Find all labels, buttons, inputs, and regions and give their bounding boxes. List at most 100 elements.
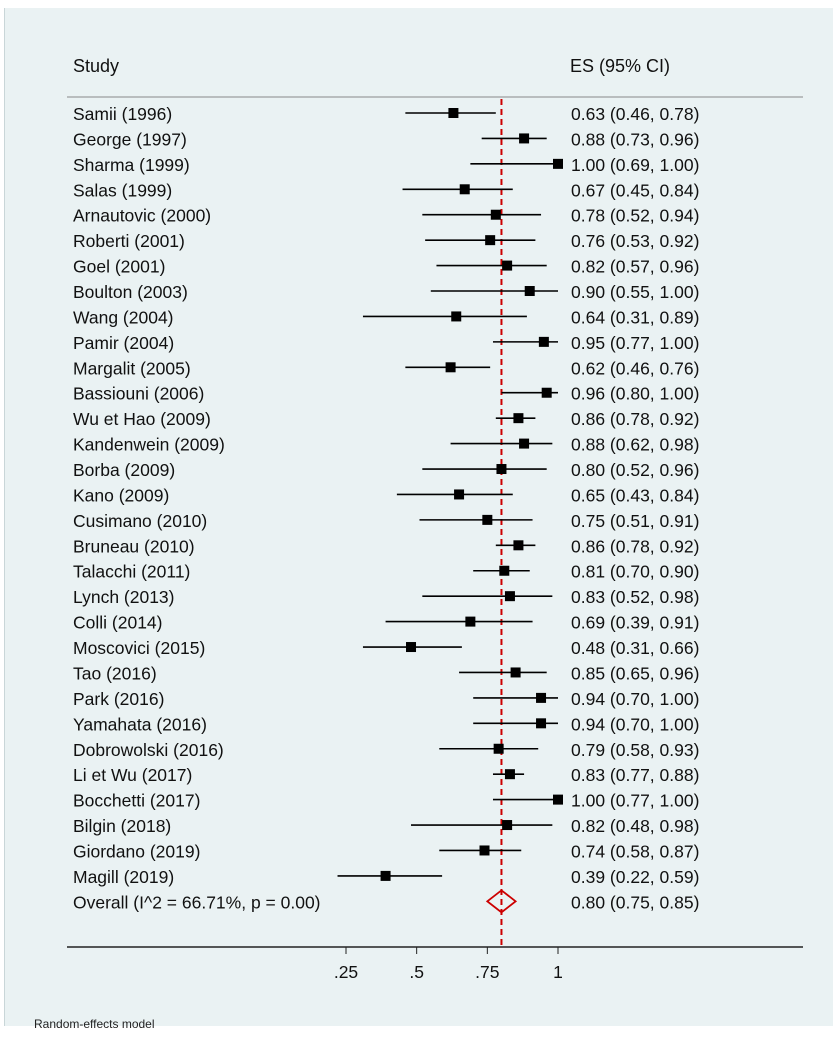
es-value: 0.39 (0.22, 0.59) xyxy=(571,867,699,887)
study-label: Goel (2001) xyxy=(73,257,165,277)
overall-diamond xyxy=(485,889,518,914)
es-value: 0.96 (0.80, 1.00) xyxy=(571,384,699,404)
study-label: Sharma (1999) xyxy=(73,155,190,175)
effect-marker xyxy=(504,591,515,602)
es-value: 1.00 (0.77, 1.00) xyxy=(571,791,699,811)
effect-marker xyxy=(510,667,521,678)
effect-marker xyxy=(448,108,459,118)
effect-marker xyxy=(445,362,456,373)
x-tick-label: .5 xyxy=(409,962,424,982)
study-label: Wu et Hao (2009) xyxy=(73,409,211,429)
es-value: 0.65 (0.43, 0.84) xyxy=(571,485,699,505)
es-value: 0.82 (0.57, 0.96) xyxy=(571,257,699,277)
es-value: 0.94 (0.70, 1.00) xyxy=(571,689,699,709)
es-value: 0.64 (0.31, 0.89) xyxy=(571,307,699,327)
model-footnote: Random-effects model xyxy=(34,1017,155,1031)
effect-marker xyxy=(496,464,507,475)
effect-marker xyxy=(380,870,391,881)
es-value: 0.74 (0.58, 0.87) xyxy=(571,841,699,861)
study-label: Magill (2019) xyxy=(73,867,174,887)
study-label: Yamahata (2016) xyxy=(73,714,207,734)
study-label: Colli (2014) xyxy=(73,613,162,633)
es-value: 0.85 (0.65, 0.96) xyxy=(571,663,699,683)
chart-frame: Study ES (95% CI) Samii (1996) 0.63 (0.46, … xyxy=(4,8,833,1026)
overall-es-value: 0.80 (0.75, 0.85) xyxy=(571,892,699,912)
study-label: Bruneau (2010) xyxy=(73,536,195,556)
effect-marker xyxy=(451,311,462,322)
es-value: 0.81 (0.70, 0.90) xyxy=(571,562,699,582)
es-value: 0.95 (0.77, 1.00) xyxy=(571,333,699,353)
effect-marker xyxy=(513,413,524,424)
es-value: 0.69 (0.39, 0.91) xyxy=(571,613,699,633)
es-value: 0.90 (0.55, 1.00) xyxy=(571,282,699,302)
effect-marker xyxy=(493,743,504,754)
effect-marker xyxy=(502,260,513,271)
study-label: Bocchetti (2017) xyxy=(73,791,200,811)
effect-marker xyxy=(553,794,563,805)
x-tick-label: .25 xyxy=(334,962,358,982)
study-label: Roberti (2001) xyxy=(73,231,185,251)
study-label: Margalit (2005) xyxy=(73,358,191,378)
study-label: Borba (2009) xyxy=(73,460,175,480)
effect-marker xyxy=(479,845,490,856)
study-label: Dobrowolski (2016) xyxy=(73,740,224,760)
study-label: Cusimano (2010) xyxy=(73,511,207,531)
es-value: 0.62 (0.46, 0.76) xyxy=(571,358,699,378)
study-label: Pamir (2004) xyxy=(73,333,174,353)
study-header: Study xyxy=(73,56,119,76)
study-label: Bilgin (2018) xyxy=(73,816,171,836)
es-value: 0.76 (0.53, 0.92) xyxy=(571,231,699,251)
es-value: 0.83 (0.77, 0.88) xyxy=(571,765,699,785)
effect-marker xyxy=(519,438,530,449)
es-value: 0.94 (0.70, 1.00) xyxy=(571,714,699,734)
es-value: 0.75 (0.51, 0.91) xyxy=(571,511,699,531)
study-label: Boulton (2003) xyxy=(73,282,188,302)
es-header: ES (95% CI) xyxy=(570,56,670,76)
study-label: Li et Wu (2017) xyxy=(73,765,192,785)
effect-marker xyxy=(502,820,513,831)
study-label: George (1997) xyxy=(73,129,187,149)
study-label: Bassiouni (2006) xyxy=(73,384,204,404)
study-label: Tao (2016) xyxy=(73,663,157,683)
es-value: 1.00 (0.69, 1.00) xyxy=(571,155,699,175)
es-value: 0.86 (0.78, 0.92) xyxy=(571,536,699,556)
effect-marker xyxy=(406,642,417,653)
effect-marker xyxy=(513,540,524,551)
es-value: 0.86 (0.78, 0.92) xyxy=(571,409,699,429)
effect-marker xyxy=(454,489,465,500)
study-label: Park (2016) xyxy=(73,689,164,709)
effect-marker xyxy=(499,565,510,576)
es-value: 0.48 (0.31, 0.66) xyxy=(571,638,699,658)
effect-marker xyxy=(485,235,496,246)
overall-label: Overall (I^2 = 66.71%, p = 0.00) xyxy=(73,892,321,912)
study-label: Talacchi (2011) xyxy=(73,562,190,582)
effect-marker xyxy=(538,336,549,347)
x-tick-label: 1 xyxy=(553,962,563,982)
es-value: 0.67 (0.45, 0.84) xyxy=(571,180,699,200)
study-label: Salas (1999) xyxy=(73,180,172,200)
es-value: 0.80 (0.52, 0.96) xyxy=(571,460,699,480)
effect-marker xyxy=(504,769,515,780)
study-label: Moscovici (2015) xyxy=(73,638,205,658)
study-label: Giordano (2019) xyxy=(73,841,200,861)
effect-marker xyxy=(541,387,552,398)
effect-marker xyxy=(536,718,547,729)
study-label: Lynch (2013) xyxy=(73,587,175,607)
study-label: Kandenwein (2009) xyxy=(73,435,225,455)
study-label: Wang (2004) xyxy=(73,307,174,327)
study-label: Kano (2009) xyxy=(73,485,169,505)
effect-marker xyxy=(459,184,470,195)
effect-marker xyxy=(536,692,547,703)
x-tick-label: .75 xyxy=(475,962,499,982)
es-value: 0.88 (0.73, 0.96) xyxy=(571,129,699,149)
es-value: 0.83 (0.52, 0.98) xyxy=(571,587,699,607)
study-label: Samii (1996) xyxy=(73,104,172,124)
effect-marker xyxy=(553,158,563,169)
es-value: 0.88 (0.62, 0.98) xyxy=(571,435,699,455)
effect-marker xyxy=(490,209,501,220)
es-value: 0.78 (0.52, 0.94) xyxy=(571,206,699,226)
effect-marker xyxy=(465,616,476,627)
effect-marker xyxy=(482,514,493,525)
effect-marker xyxy=(524,286,535,297)
es-value: 0.79 (0.58, 0.93) xyxy=(571,740,699,760)
